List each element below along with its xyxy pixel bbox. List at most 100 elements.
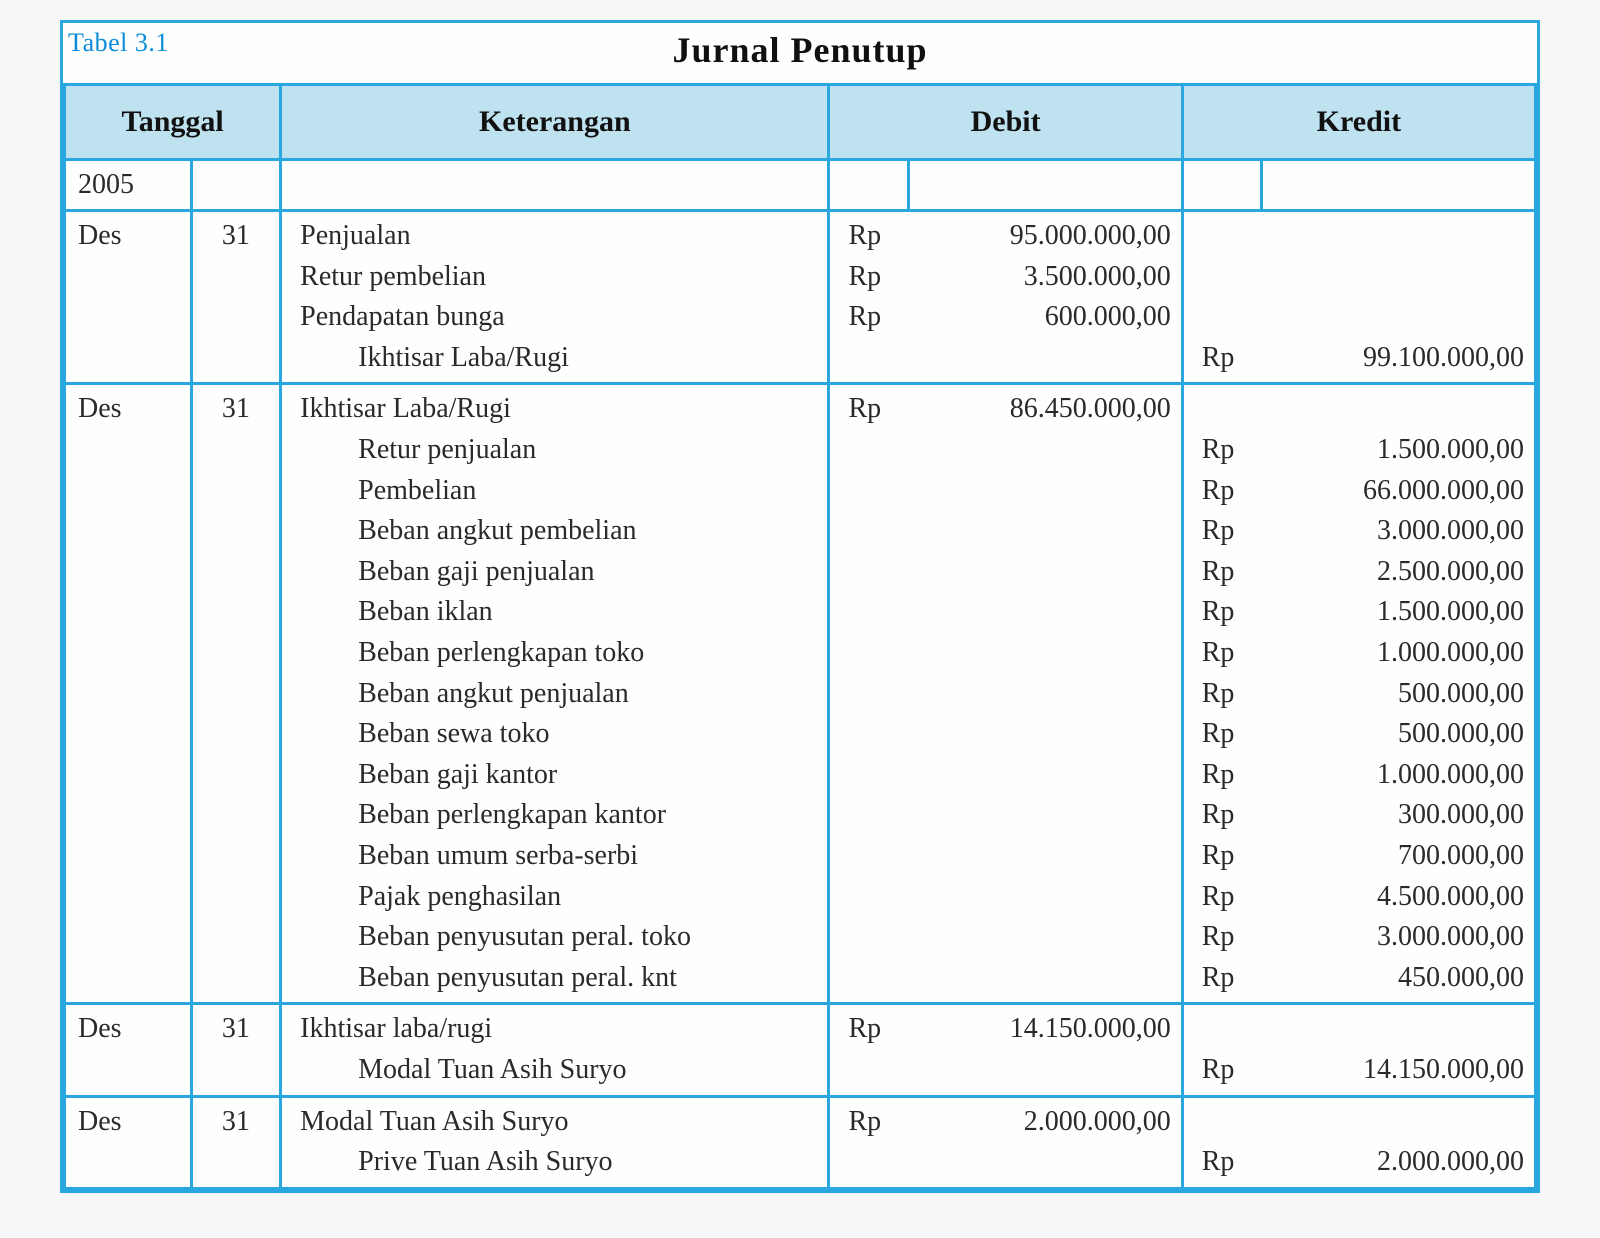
- kredit-blank: [1202, 389, 1524, 430]
- kredit-blank: [1202, 1102, 1524, 1143]
- desc-line: Modal Tuan Asih Suryo: [300, 1050, 817, 1091]
- desc-line: Beban angkut pembelian: [300, 511, 817, 552]
- desc-line: Prive Tuan Asih Suryo: [300, 1142, 817, 1183]
- debit-blank: [848, 877, 1170, 918]
- desc-cell: Ikhtisar laba/rugiModal Tuan Asih Suryo: [281, 1004, 829, 1096]
- kredit-line: Rp1.000.000,00: [1202, 755, 1524, 796]
- table-label: Tabel 3.1: [68, 28, 169, 58]
- desc-line: Pembelian: [300, 471, 817, 512]
- kredit-blank: [1202, 297, 1524, 338]
- debit-blank: [848, 795, 1170, 836]
- desc-line: Beban iklan: [300, 592, 817, 633]
- kredit-line: Rp2.000.000,00: [1202, 1142, 1524, 1183]
- debit-blank: [848, 633, 1170, 674]
- kredit-cell: Rp1.500.000,00Rp66.000.000,00Rp3.000.000…: [1182, 384, 1535, 1004]
- debit-blank: [848, 917, 1170, 958]
- empty-cell: [1182, 159, 1261, 211]
- desc-line: Pajak penghasilan: [300, 877, 817, 918]
- kredit-line: Rp1.500.000,00: [1202, 430, 1524, 471]
- debit-blank: [848, 430, 1170, 471]
- day-cell: 31: [191, 1004, 281, 1096]
- desc-line: Pendapatan bunga: [300, 297, 817, 338]
- journal-thead: Tanggal Keterangan Debit Kredit: [65, 85, 1536, 160]
- kredit-blank: [1202, 216, 1524, 257]
- debit-blank: [848, 958, 1170, 999]
- kredit-line: Rp450.000,00: [1202, 958, 1524, 999]
- desc-line: Beban angkut penjualan: [300, 674, 817, 715]
- empty-cell: [1261, 159, 1535, 211]
- debit-cell: Rp95.000.000,00Rp3.500.000,00Rp600.000,0…: [829, 211, 1182, 384]
- kredit-blank: [1202, 257, 1524, 298]
- col-tanggal: Tanggal: [65, 85, 281, 160]
- debit-blank: [848, 674, 1170, 715]
- kredit-line: Rp2.500.000,00: [1202, 552, 1524, 593]
- kredit-cell: Rp2.000.000,00: [1182, 1096, 1535, 1188]
- kredit-line: Rp1.500.000,00: [1202, 592, 1524, 633]
- desc-cell: PenjualanRetur pembelianPendapatan bunga…: [281, 211, 829, 384]
- debit-cell: Rp86.450.000,00: [829, 384, 1182, 1004]
- kredit-blank: [1202, 1009, 1524, 1050]
- month-cell: Des: [65, 1096, 192, 1188]
- debit-blank: [848, 1050, 1170, 1091]
- debit-line: Rp86.450.000,00: [848, 389, 1170, 430]
- desc-line: Ikhtisar laba/rugi: [300, 1009, 817, 1050]
- debit-line: Rp95.000.000,00: [848, 216, 1170, 257]
- day-cell: 31: [191, 211, 281, 384]
- col-keterangan: Keterangan: [281, 85, 829, 160]
- desc-line: Retur pembelian: [300, 257, 817, 298]
- year-cell: 2005: [65, 159, 192, 211]
- desc-line: Beban umum serba-serbi: [300, 836, 817, 877]
- journal-frame: Tabel 3.1 Jurnal Penutup Tanggal Keteran…: [60, 20, 1540, 1193]
- debit-blank: [848, 714, 1170, 755]
- kredit-cell: Rp99.100.000,00: [1182, 211, 1535, 384]
- day-cell: 31: [191, 1096, 281, 1188]
- desc-line: Modal Tuan Asih Suryo: [300, 1102, 817, 1143]
- journal-tbody: 2005Des31PenjualanRetur pembelianPendapa…: [65, 159, 1536, 1188]
- debit-blank: [848, 471, 1170, 512]
- empty-cell: [829, 159, 908, 211]
- kredit-cell: Rp14.150.000,00: [1182, 1004, 1535, 1096]
- debit-line: Rp3.500.000,00: [848, 257, 1170, 298]
- journal-entry: Des31PenjualanRetur pembelianPendapatan …: [65, 211, 1536, 384]
- desc-line: Retur penjualan: [300, 430, 817, 471]
- kredit-line: Rp99.100.000,00: [1202, 338, 1524, 379]
- year-row: 2005: [65, 159, 1536, 211]
- debit-blank: [848, 338, 1170, 379]
- kredit-line: Rp500.000,00: [1202, 714, 1524, 755]
- kredit-line: Rp700.000,00: [1202, 836, 1524, 877]
- month-cell: Des: [65, 1004, 192, 1096]
- debit-blank: [848, 552, 1170, 593]
- debit-blank: [848, 592, 1170, 633]
- empty-cell: [908, 159, 1182, 211]
- kredit-line: Rp4.500.000,00: [1202, 877, 1524, 918]
- month-cell: Des: [65, 384, 192, 1004]
- desc-line: Beban penyusutan peral. toko: [300, 917, 817, 958]
- kredit-line: Rp3.000.000,00: [1202, 511, 1524, 552]
- desc-cell: Ikhtisar Laba/RugiRetur penjualanPembeli…: [281, 384, 829, 1004]
- journal-title: Jurnal Penutup: [63, 23, 1537, 83]
- kredit-line: Rp500.000,00: [1202, 674, 1524, 715]
- empty-cell: [281, 159, 829, 211]
- desc-line: Beban gaji penjualan: [300, 552, 817, 593]
- debit-cell: Rp2.000.000,00: [829, 1096, 1182, 1188]
- desc-cell: Modal Tuan Asih SuryoPrive Tuan Asih Sur…: [281, 1096, 829, 1188]
- desc-line: Beban gaji kantor: [300, 755, 817, 796]
- col-kredit: Kredit: [1182, 85, 1535, 160]
- month-cell: Des: [65, 211, 192, 384]
- desc-line: Penjualan: [300, 216, 817, 257]
- col-debit: Debit: [829, 85, 1182, 160]
- debit-line: Rp600.000,00: [848, 297, 1170, 338]
- journal-entry: Des31Ikhtisar Laba/RugiRetur penjualanPe…: [65, 384, 1536, 1004]
- journal-sheet: Tabel 3.1 Jurnal Penutup Tanggal Keteran…: [60, 20, 1540, 1193]
- journal-table: Tanggal Keterangan Debit Kredit 2005Des3…: [63, 83, 1537, 1190]
- desc-line: Ikhtisar Laba/Rugi: [300, 338, 817, 379]
- desc-line: Beban sewa toko: [300, 714, 817, 755]
- journal-entry: Des31Modal Tuan Asih SuryoPrive Tuan Asi…: [65, 1096, 1536, 1188]
- debit-line: Rp2.000.000,00: [848, 1102, 1170, 1143]
- day-cell: 31: [191, 384, 281, 1004]
- debit-blank: [848, 836, 1170, 877]
- empty-cell: [191, 159, 281, 211]
- journal-entry: Des31Ikhtisar laba/rugiModal Tuan Asih S…: [65, 1004, 1536, 1096]
- kredit-line: Rp66.000.000,00: [1202, 471, 1524, 512]
- debit-blank: [848, 755, 1170, 796]
